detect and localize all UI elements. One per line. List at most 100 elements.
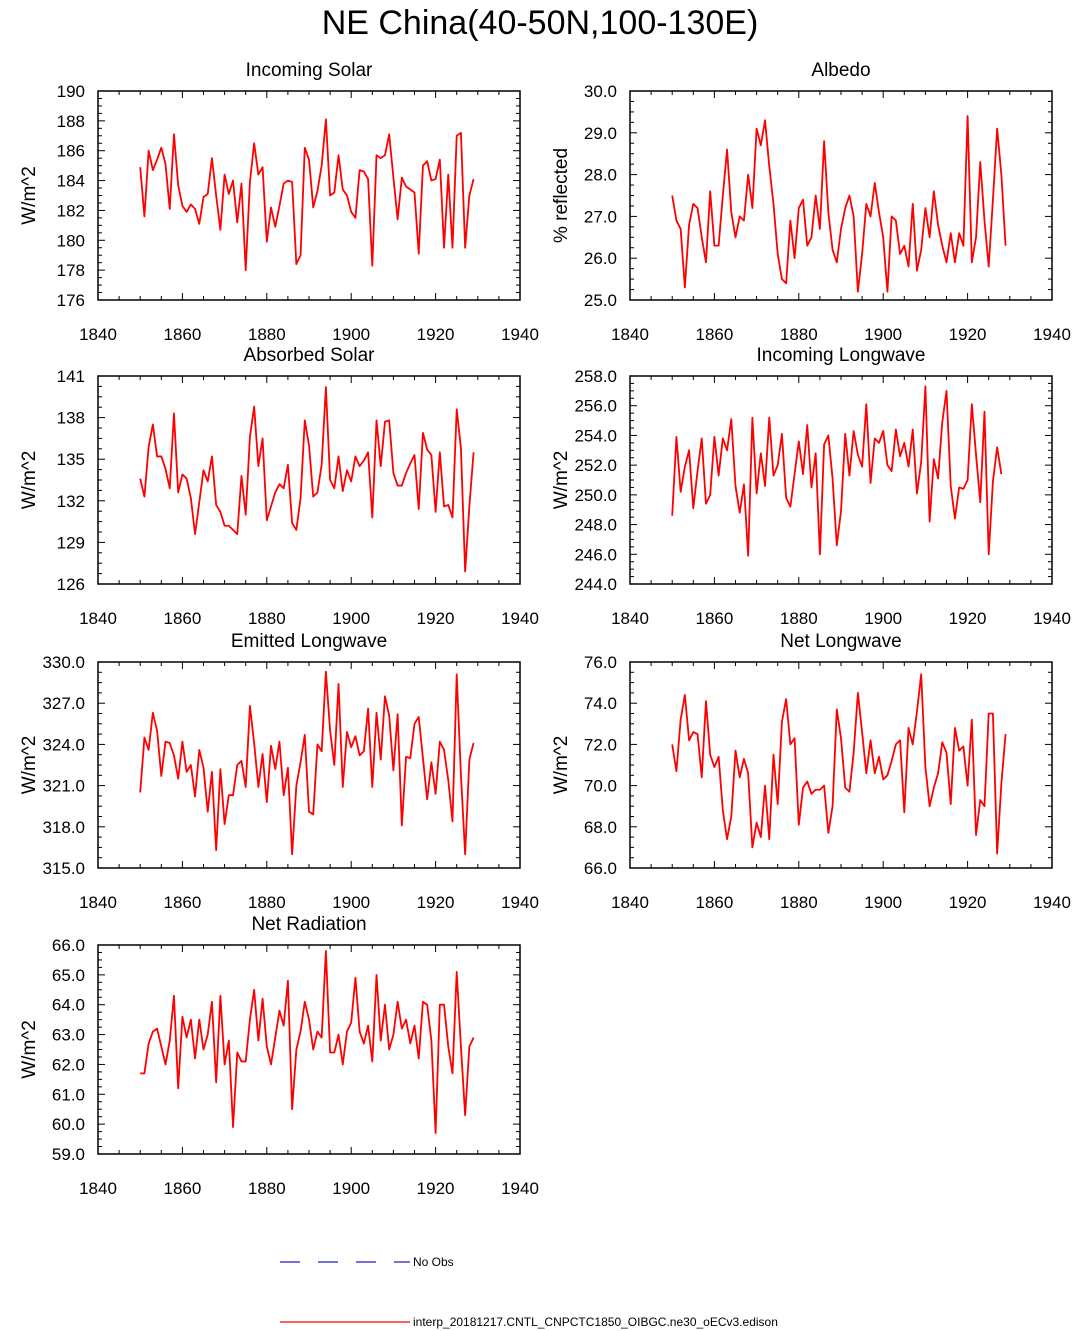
y-tick-label: 250.0 (574, 486, 617, 505)
chart-title: Absorbed Solar (244, 345, 376, 366)
x-tick-label: 1860 (163, 609, 201, 628)
y-tick-label: 254.0 (574, 426, 617, 445)
legend: No Obs interp_20181217.CNTL_CNPCTC1850_O… (280, 1255, 778, 1329)
x-tick-label: 1840 (611, 325, 649, 344)
x-tick-label: 1840 (79, 893, 117, 912)
x-tick-label: 1840 (79, 609, 117, 628)
y-axis-label: W/m^2 (19, 736, 40, 795)
x-tick-label: 1920 (949, 325, 987, 344)
x-tick-label: 1940 (1033, 893, 1071, 912)
y-axis-label: W/m^2 (551, 736, 572, 795)
x-tick-label: 1840 (79, 1179, 117, 1198)
chart-panel-2: Albedo % reflected 1840 1860 1880 1900 1920 194… (551, 60, 1071, 344)
y-tick-label: 129 (57, 533, 85, 552)
chart-panel-7: Net Radiation W/m^2 1840 1860 1880 1900 1920 19… (19, 914, 539, 1198)
y-tick-label: 178 (57, 261, 85, 280)
chart-panel-6: Net Longwave W/m^2 1840 1860 1880 1900 1920 194… (551, 631, 1071, 912)
y-tick-label: 186 (57, 142, 85, 161)
x-tick-label: 1860 (695, 325, 733, 344)
chart-panel-1: Incoming Solar W/m^2 1840 1860 1880 1900 1920 1… (19, 60, 539, 344)
chart-title: Albedo (811, 60, 870, 81)
y-tick-label: 63.0 (52, 1026, 85, 1045)
y-tick-label: 66.0 (584, 859, 617, 878)
series-line (140, 950, 475, 1134)
y-tick-label: 327.0 (42, 694, 85, 713)
legend-obs-label: No Obs (413, 1255, 454, 1269)
y-tick-label: 126 (57, 575, 85, 594)
y-tick-label: 182 (57, 201, 85, 220)
chart-title: Incoming Longwave (757, 345, 926, 366)
y-tick-label: 25.0 (584, 291, 617, 310)
x-tick-label: 1900 (332, 893, 370, 912)
y-axis-label: W/m^2 (19, 451, 40, 510)
series-line (139, 386, 475, 573)
x-tick-label: 1860 (695, 609, 733, 628)
x-tick-label: 1940 (501, 1179, 539, 1198)
y-tick-label: 28.0 (584, 166, 617, 185)
x-tick-label: 1860 (163, 1179, 201, 1198)
x-tick-label: 1920 (417, 1179, 455, 1198)
plot-frame (629, 90, 1053, 301)
y-tick-label: 30.0 (584, 82, 617, 101)
chart-panel-4: Incoming Longwave W/m^2 1840 1860 1880 1900 19… (551, 345, 1071, 628)
x-tick-label: 1880 (248, 609, 286, 628)
x-tick-label: 1900 (864, 609, 902, 628)
x-tick-label: 1920 (417, 609, 455, 628)
y-tick-label: 132 (57, 492, 85, 511)
x-tick-label: 1940 (501, 893, 539, 912)
y-axis-label: W/m^2 (551, 451, 572, 510)
y-tick-label: 324.0 (42, 735, 85, 754)
y-tick-label: 330.0 (42, 653, 85, 672)
y-tick-label: 135 (57, 450, 85, 469)
x-tick-label: 1880 (780, 609, 818, 628)
x-tick-label: 1880 (248, 1179, 286, 1198)
charts-group: Incoming Solar W/m^2 1840 1860 1880 1900 1920 1… (19, 60, 1071, 1198)
x-tick-label: 1880 (248, 325, 286, 344)
x-tick-label: 1840 (611, 609, 649, 628)
y-tick-label: 74.0 (584, 694, 617, 713)
x-tick-label: 1940 (501, 609, 539, 628)
y-axis-label: % reflected (551, 148, 572, 243)
chart-title: Emitted Longwave (231, 631, 387, 652)
y-tick-label: 176 (57, 291, 85, 310)
y-tick-label: 70.0 (584, 777, 617, 796)
chart-panel-3: Absorbed Solar W/m^2 1840 1860 1880 1900 1920 1… (19, 345, 539, 628)
y-tick-label: 62.0 (52, 1055, 85, 1074)
x-tick-label: 1860 (163, 325, 201, 344)
y-tick-label: 68.0 (584, 818, 617, 837)
y-tick-label: 248.0 (574, 516, 617, 535)
plot-frame (97, 90, 521, 301)
y-tick-label: 64.0 (52, 996, 85, 1015)
y-tick-label: 315.0 (42, 859, 85, 878)
y-tick-label: 184 (57, 172, 85, 191)
y-tick-label: 76.0 (584, 653, 617, 672)
plot-frame (629, 661, 1053, 869)
y-tick-label: 59.0 (52, 1145, 85, 1164)
x-tick-label: 1860 (163, 893, 201, 912)
chart-title: Net Longwave (780, 631, 901, 652)
y-axis-label: W/m^2 (19, 166, 40, 225)
y-tick-label: 27.0 (584, 207, 617, 226)
y-tick-label: 26.0 (584, 249, 617, 268)
x-tick-label: 1920 (949, 609, 987, 628)
series-line (139, 118, 475, 272)
x-tick-label: 1940 (501, 325, 539, 344)
y-tick-label: 252.0 (574, 456, 617, 475)
y-tick-label: 65.0 (52, 966, 85, 985)
series-line (671, 115, 1007, 293)
y-tick-label: 318.0 (42, 818, 85, 837)
x-tick-label: 1920 (949, 893, 987, 912)
legend-model-label: interp_20181217.CNTL_CNPCTC1850_OIBGC.ne… (413, 1315, 778, 1329)
y-tick-label: 244.0 (574, 575, 617, 594)
x-tick-label: 1880 (248, 893, 286, 912)
y-tick-label: 321.0 (42, 777, 85, 796)
y-tick-label: 141 (57, 367, 85, 386)
y-tick-label: 246.0 (574, 545, 617, 564)
y-tick-label: 29.0 (584, 124, 617, 143)
x-tick-label: 1840 (79, 325, 117, 344)
x-tick-label: 1860 (695, 893, 733, 912)
chart-title: Incoming Solar (246, 60, 373, 81)
x-tick-label: 1920 (417, 893, 455, 912)
series-line (139, 670, 475, 856)
